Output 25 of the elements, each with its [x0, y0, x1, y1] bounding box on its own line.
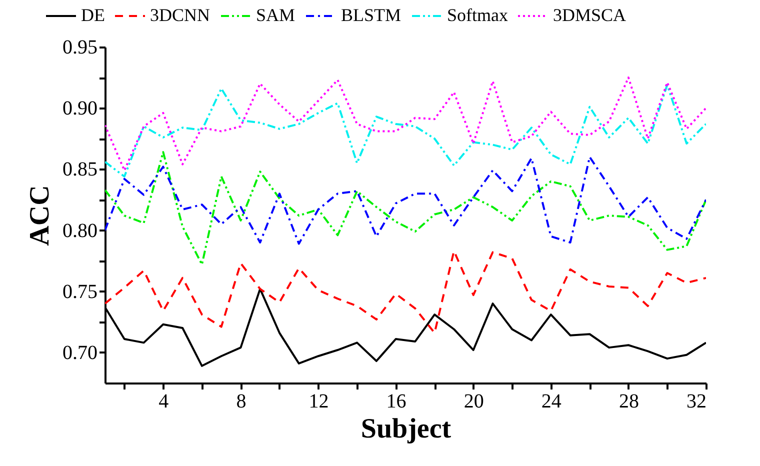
x-tick-label: 4 [158, 390, 169, 412]
x-tick-label: 12 [308, 390, 329, 412]
x-tick-label: 8 [236, 390, 246, 412]
x-tick-label: 28 [618, 390, 639, 412]
y-axis-title: ACC [24, 185, 56, 246]
legend-label: 3DCNN [150, 5, 210, 25]
y-tick-label: 0.75 [62, 280, 98, 303]
legend-label: BLSTM [341, 5, 402, 25]
legend-label: DE [81, 5, 105, 25]
legend-label: 3DMSCA [553, 5, 626, 25]
y-tick-label: 0.85 [62, 158, 98, 181]
line-series [105, 151, 706, 266]
line-series [105, 156, 706, 245]
y-tick-label: 0.95 [62, 36, 98, 58]
y-tick-label: 0.70 [62, 342, 98, 364]
y-tick-label: 0.90 [62, 98, 98, 120]
legend-label: Softmax [447, 5, 508, 25]
legend-label: SAM [256, 5, 296, 25]
x-axis-title: Subject [360, 414, 452, 444]
x-tick-label: 24 [541, 390, 562, 412]
x-tick-label: 20 [464, 390, 484, 412]
x-tick-label: 16 [386, 390, 406, 412]
x-tick-label: 32 [686, 390, 706, 412]
line-series [105, 250, 706, 334]
y-tick-label: 0.80 [62, 220, 98, 242]
